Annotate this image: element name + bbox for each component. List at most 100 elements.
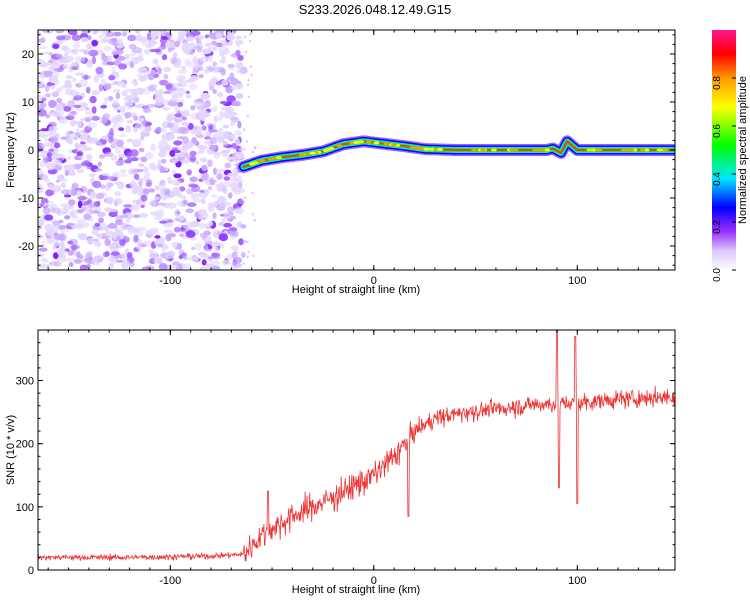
noise-blob (145, 44, 153, 48)
noise-blob (48, 183, 53, 189)
noise-blob (73, 136, 78, 141)
noise-blob (73, 104, 82, 108)
noise-blob (85, 117, 91, 123)
noise-blob (170, 57, 178, 65)
noise-blob (60, 182, 67, 188)
noise-blob (125, 219, 131, 223)
signal-hotspot (428, 147, 435, 151)
noise-blob (42, 30, 48, 34)
noise-blob (91, 259, 98, 263)
y-tick-label: 0 (28, 565, 34, 577)
noise-blob (190, 74, 199, 82)
noise-blob (163, 73, 169, 80)
noise-blob (71, 62, 76, 67)
noise-blob (99, 184, 106, 189)
noise-blob (68, 30, 78, 36)
noise-blob (75, 128, 80, 134)
noise-blob (124, 111, 133, 119)
noise-blob (179, 215, 185, 221)
noise-blob (41, 97, 47, 102)
noise-blob (227, 156, 237, 160)
noise-blob (199, 56, 209, 64)
noise-blob (141, 266, 152, 270)
noise-blob (85, 86, 91, 94)
noise-blob (92, 30, 98, 35)
noise-blob (231, 186, 238, 193)
noise-blob (60, 58, 71, 64)
noise-blob (116, 89, 121, 93)
signal-hotspot (299, 153, 306, 157)
y-tick-label: -10 (18, 193, 34, 205)
signal-hotspot (620, 148, 627, 152)
noise-blob (246, 255, 249, 259)
signal-hotspot (365, 140, 372, 144)
noise-blob (218, 243, 225, 249)
colorbar-tick-label: 0.4 (712, 172, 723, 186)
noise-blob (208, 86, 214, 91)
noise-blob (223, 48, 230, 56)
noise-blob (45, 177, 50, 185)
noise-blob (238, 147, 247, 152)
noise-blob (129, 149, 139, 157)
noise-blob (161, 33, 167, 37)
noise-blob (52, 207, 62, 214)
noise-blob (94, 241, 101, 247)
noise-blob (38, 38, 46, 43)
noise-blob (226, 253, 233, 261)
noise-blob (173, 63, 182, 69)
noise-blob (243, 35, 247, 38)
noise-blob (216, 173, 223, 180)
noise-blob (158, 183, 166, 191)
noise-blob (53, 234, 63, 241)
noise-blob (228, 227, 238, 232)
signal-hotspot (423, 147, 430, 151)
noise-blob (207, 55, 213, 63)
noise-blob (201, 164, 208, 172)
noise-blob (49, 261, 58, 266)
noise-blob (58, 118, 68, 124)
noise-blob (217, 195, 227, 204)
noise-blob (234, 83, 244, 90)
noise-blob (188, 83, 198, 91)
noise-blob (204, 99, 211, 108)
noise-blob (217, 202, 226, 211)
noise-blob (179, 81, 188, 88)
noise-blob (123, 101, 134, 107)
noise-blob (238, 238, 244, 246)
noise-blob (51, 91, 60, 98)
noise-blob (64, 170, 69, 177)
noise-blob (119, 168, 127, 174)
noise-blob (254, 147, 257, 150)
noise-blob (96, 30, 107, 34)
noise-blob (185, 47, 193, 51)
noise-blob (153, 258, 159, 264)
noise-blob (62, 45, 68, 52)
noise-blob (218, 222, 224, 227)
y-tick-label: 200 (16, 439, 34, 451)
noise-blob (118, 127, 125, 131)
noise-blob (182, 136, 189, 144)
noise-blob (100, 175, 109, 181)
noise-blob (104, 83, 112, 90)
noise-blob (73, 258, 82, 264)
noise-blob (155, 126, 162, 135)
noise-blob (154, 94, 164, 103)
noise-blob (160, 36, 169, 40)
noise-blob (150, 69, 157, 76)
noise-blob (76, 169, 85, 173)
noise-blob (87, 122, 98, 129)
noise-blob (157, 67, 162, 75)
noise-blob (39, 46, 48, 50)
noise-blob (93, 201, 101, 207)
noise-blob (216, 92, 224, 98)
noise-blob (194, 61, 200, 70)
spectrogram-xlabel: Height of straight line (km) (292, 284, 420, 296)
noise-blob (209, 144, 217, 151)
noise-blob (197, 110, 207, 119)
noise-blob (71, 34, 81, 41)
signal-hotspot (538, 148, 545, 152)
noise-blob (237, 182, 243, 189)
noise-blob (210, 182, 215, 186)
noise-blob (85, 207, 91, 214)
noise-blob (117, 38, 123, 44)
